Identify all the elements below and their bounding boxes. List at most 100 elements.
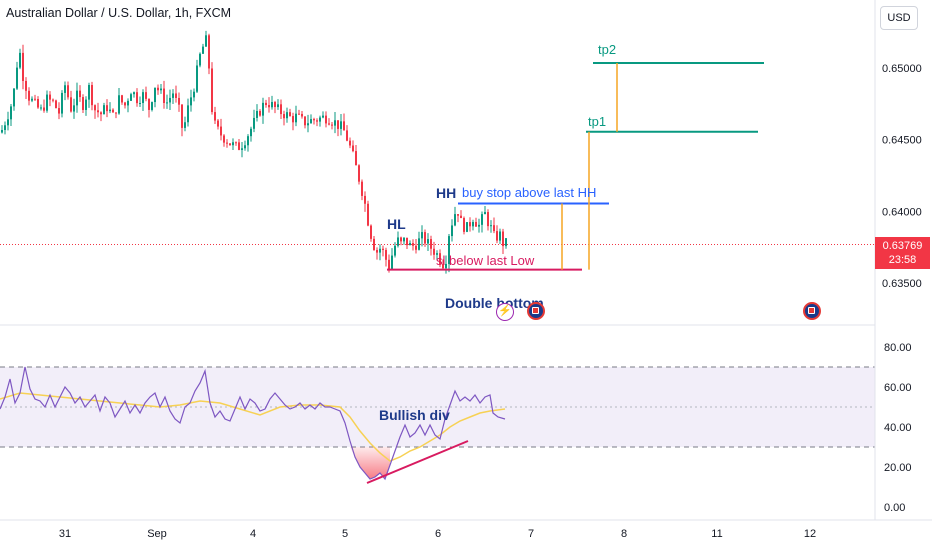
candle-body[interactable]	[154, 87, 156, 103]
time-scale[interactable]: 31 Sep 4 5 6 7 8 11 12	[59, 528, 816, 540]
candle-body[interactable]	[388, 259, 390, 269]
candle-body[interactable]	[271, 102, 273, 108]
candle-body[interactable]	[85, 99, 87, 110]
candle-body[interactable]	[463, 218, 465, 232]
sl-text[interactable]: sl below last Low	[436, 253, 535, 268]
candle-body[interactable]	[43, 107, 45, 111]
candle-body[interactable]	[88, 85, 90, 100]
candle-body[interactable]	[106, 105, 108, 112]
candle-body[interactable]	[145, 92, 147, 99]
candle-body[interactable]	[91, 85, 93, 106]
candle-body[interactable]	[202, 46, 204, 54]
candle-body[interactable]	[277, 104, 279, 108]
candle-body[interactable]	[247, 136, 249, 146]
candle-body[interactable]	[226, 142, 228, 144]
tp2-label[interactable]: tp2	[598, 42, 616, 57]
candle-body[interactable]	[34, 98, 36, 100]
buy-stop-text[interactable]: buy stop above last HH	[462, 185, 596, 200]
candle-body[interactable]	[289, 112, 291, 117]
candle-body[interactable]	[475, 221, 477, 227]
candle-body[interactable]	[139, 103, 141, 105]
candle-body[interactable]	[103, 105, 105, 115]
candle-body[interactable]	[349, 140, 351, 146]
candle-body[interactable]	[28, 90, 30, 101]
candle-body[interactable]	[70, 97, 72, 112]
hl-label[interactable]: HL	[387, 216, 406, 232]
candle-body[interactable]	[283, 114, 285, 119]
candle-body[interactable]	[184, 122, 186, 128]
rsi-line[interactable]	[0, 366, 506, 481]
candle-body[interactable]	[421, 232, 423, 239]
rsi-pane[interactable]	[0, 366, 875, 484]
rsi-scale[interactable]: 80.00 60.00 40.00 20.00 0.00	[884, 342, 912, 514]
candle-body[interactable]	[49, 94, 51, 100]
double-bottom-text[interactable]: Double bottom	[445, 295, 544, 311]
candle-body[interactable]	[274, 102, 276, 108]
candle-body[interactable]	[340, 121, 342, 129]
candle-body[interactable]	[265, 102, 267, 106]
candle-body[interactable]	[379, 248, 381, 253]
candle-body[interactable]	[310, 119, 312, 124]
candle-body[interactable]	[37, 99, 39, 108]
candle-body[interactable]	[109, 109, 111, 112]
candle-body[interactable]	[355, 151, 357, 166]
candle-body[interactable]	[472, 221, 474, 227]
candle-body[interactable]	[403, 237, 405, 242]
candle-body[interactable]	[391, 255, 393, 269]
candle-body[interactable]	[160, 88, 162, 91]
candle-body[interactable]	[394, 245, 396, 256]
candle-body[interactable]	[337, 120, 339, 129]
candle-body[interactable]	[478, 224, 480, 227]
candle-body[interactable]	[142, 92, 144, 104]
candle-body[interactable]	[259, 110, 261, 116]
candle-body[interactable]	[157, 87, 159, 91]
candle-body[interactable]	[493, 225, 495, 232]
candle-body[interactable]	[190, 97, 192, 106]
candle-body[interactable]	[151, 102, 153, 110]
candle-body[interactable]	[442, 263, 444, 269]
candle-body[interactable]	[319, 117, 321, 122]
candle-body[interactable]	[178, 97, 180, 105]
candle-body[interactable]	[439, 253, 441, 264]
candle-body[interactable]	[121, 95, 123, 103]
candle-body[interactable]	[46, 94, 48, 111]
candle-body[interactable]	[112, 109, 114, 113]
candle-body[interactable]	[187, 105, 189, 123]
lightning-icon[interactable]: ⚡	[496, 303, 514, 321]
candle-body[interactable]	[208, 35, 210, 69]
candle-body[interactable]	[376, 250, 378, 253]
australia-flag-icon[interactable]	[803, 302, 821, 320]
candle-body[interactable]	[316, 120, 318, 122]
candle-body[interactable]	[238, 142, 240, 150]
candle-body[interactable]	[301, 113, 303, 117]
candle-body[interactable]	[25, 80, 27, 91]
candle-body[interactable]	[415, 245, 417, 250]
hh-label[interactable]: HH	[436, 185, 456, 201]
candle-body[interactable]	[373, 238, 375, 251]
candle-body[interactable]	[172, 93, 174, 98]
candle-body[interactable]	[484, 212, 486, 215]
candle-body[interactable]	[286, 112, 288, 119]
candle-body[interactable]	[22, 52, 24, 81]
candle-body[interactable]	[496, 231, 498, 241]
candle-body[interactable]	[400, 237, 402, 242]
symbol-title[interactable]: Australian Dollar / U.S. Dollar, 1h, FXC…	[6, 6, 232, 20]
candle-body[interactable]	[367, 203, 369, 226]
candle-body[interactable]	[364, 195, 366, 204]
candle-body[interactable]	[382, 248, 384, 250]
price-pane[interactable]	[0, 30, 875, 274]
currency-button[interactable]: USD	[880, 6, 918, 30]
candle-body[interactable]	[280, 104, 282, 115]
candle-body[interactable]	[175, 93, 177, 98]
candle-body[interactable]	[385, 249, 387, 260]
candle-body[interactable]	[64, 85, 66, 93]
candle-body[interactable]	[193, 91, 195, 98]
candle-body[interactable]	[13, 88, 15, 107]
candle-body[interactable]	[460, 215, 462, 219]
candle-body[interactable]	[211, 68, 213, 113]
candle-body[interactable]	[1, 129, 3, 133]
candle-body[interactable]	[499, 231, 501, 241]
candle-body[interactable]	[58, 108, 60, 114]
candle-body[interactable]	[418, 238, 420, 250]
